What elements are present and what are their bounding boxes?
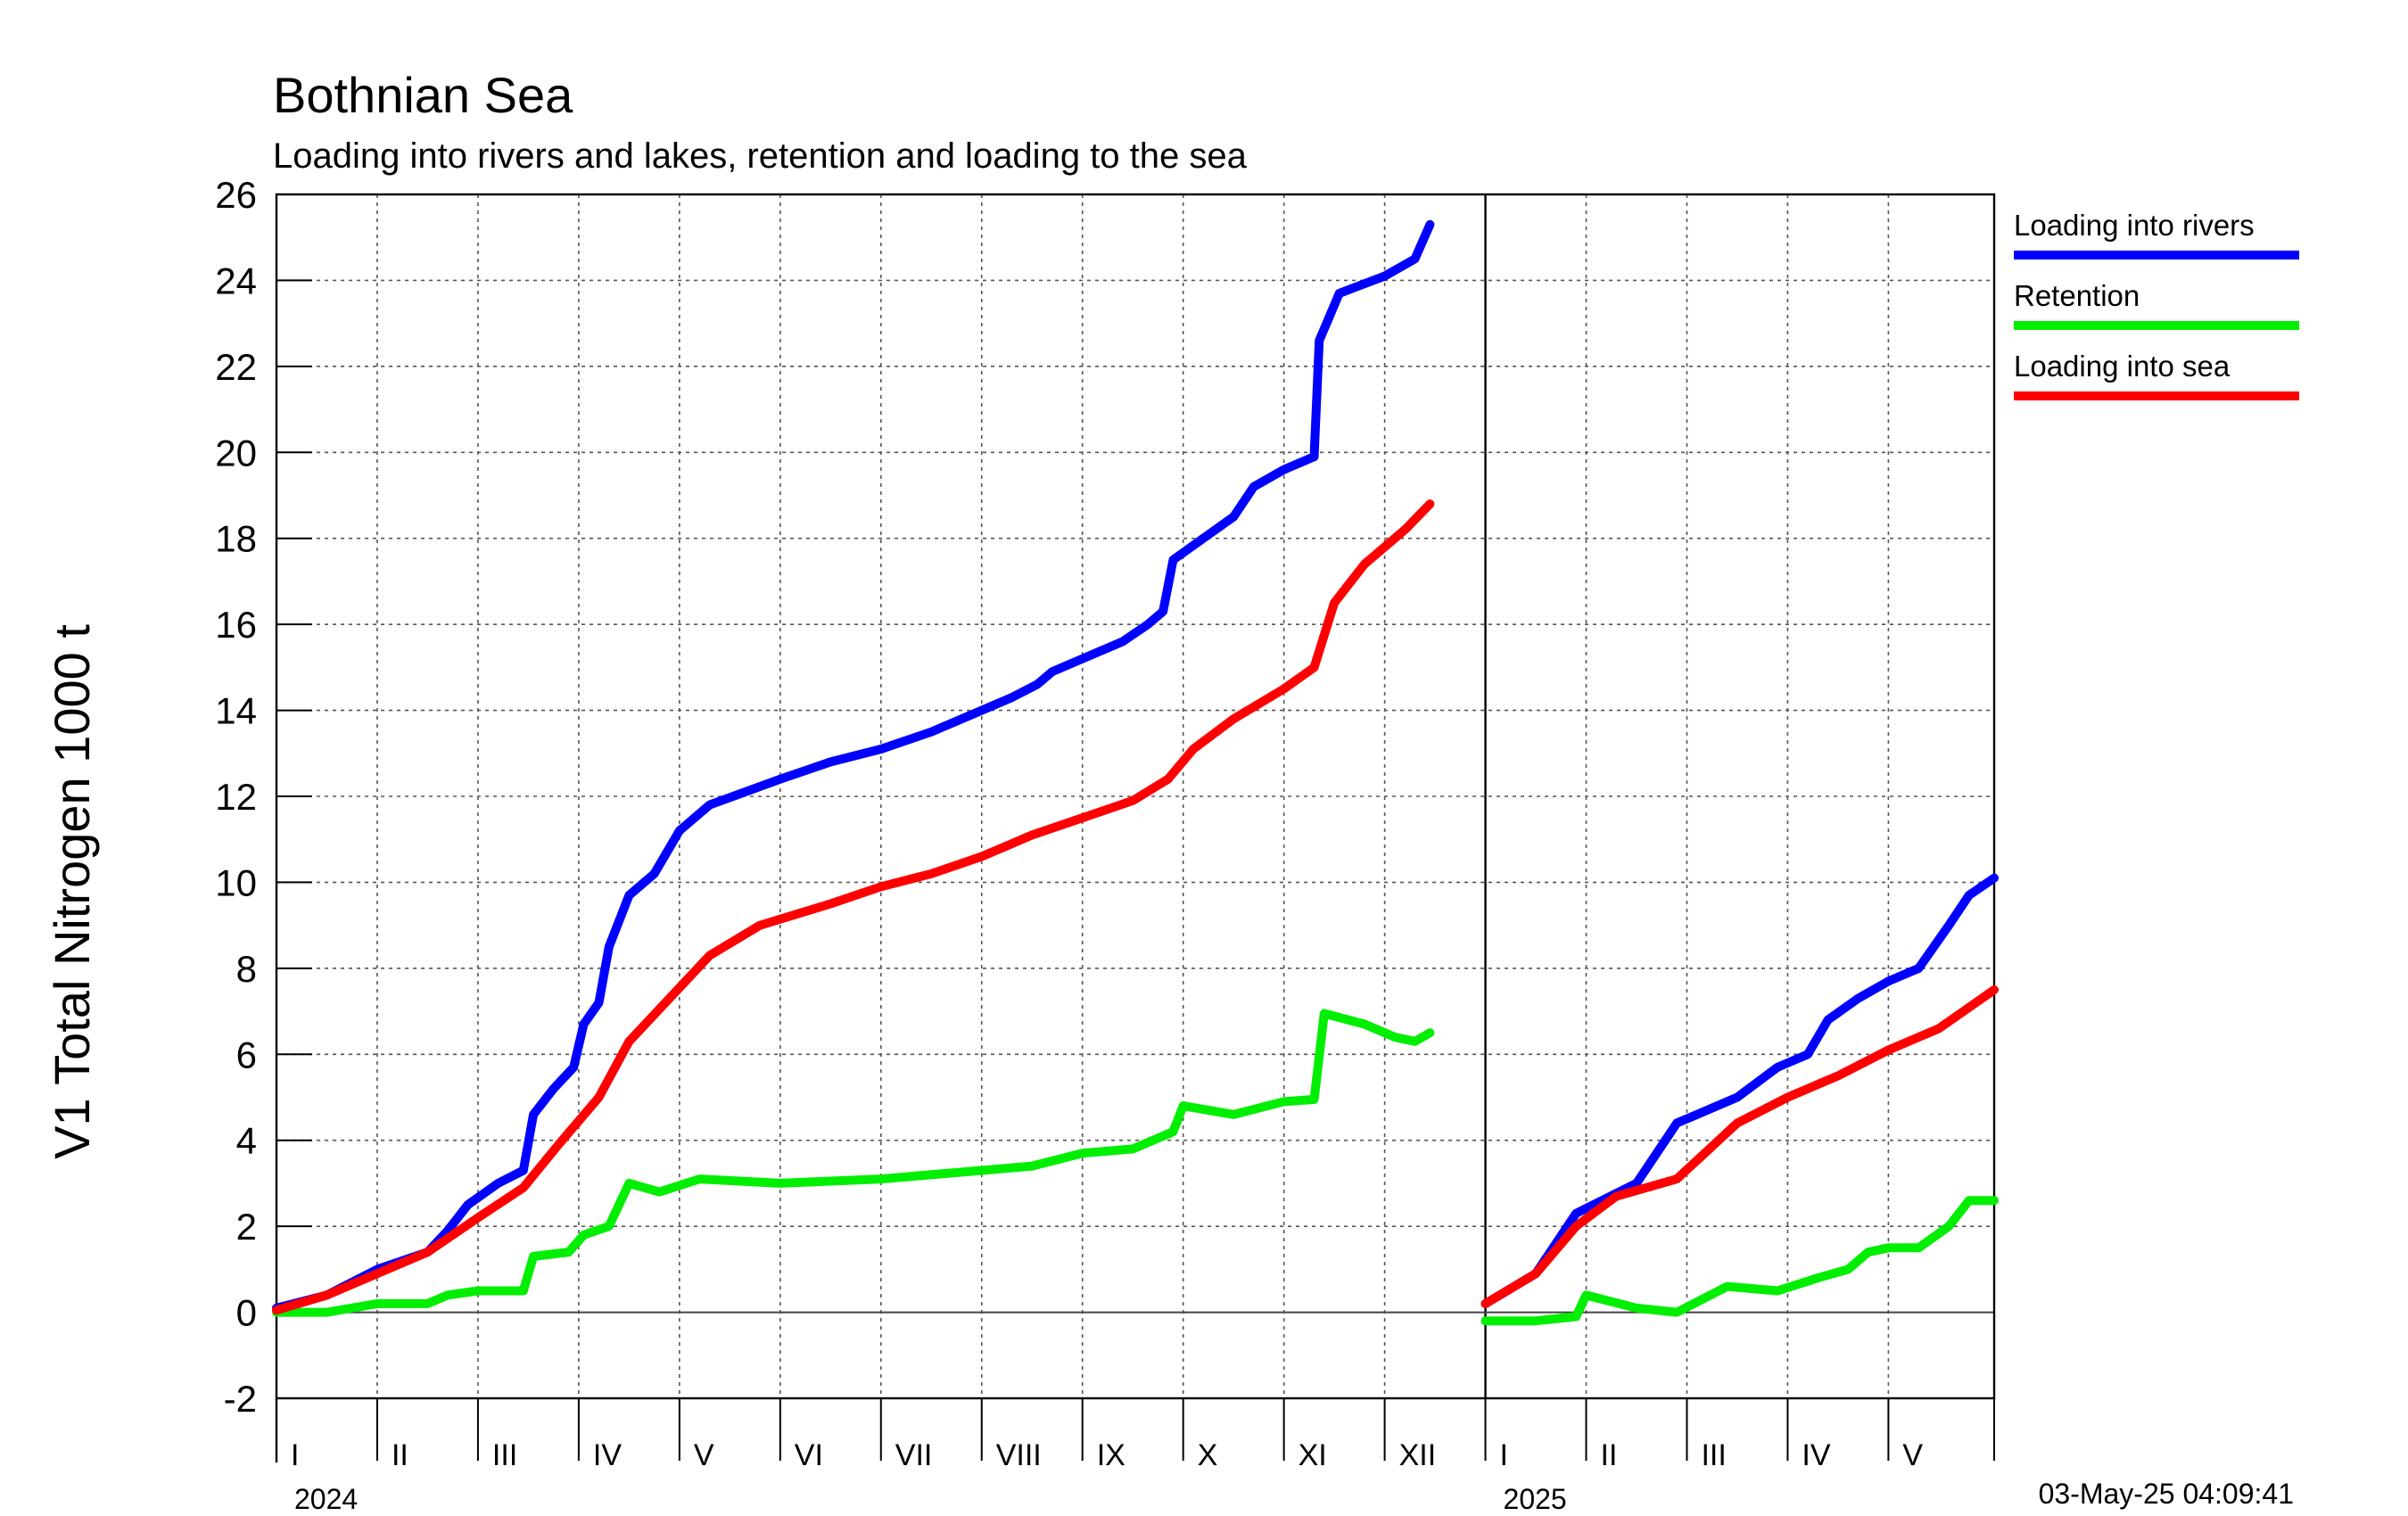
month-label: I	[1500, 1438, 1508, 1472]
month-label: XI	[1299, 1438, 1327, 1472]
y-axis-label: V1 Total Nitrogen 1000 t	[44, 624, 100, 1159]
y-tick-label: 6	[236, 1034, 257, 1075]
month-label: I	[291, 1438, 299, 1472]
month-label: VII	[895, 1438, 933, 1472]
month-label: III	[1701, 1438, 1726, 1472]
y-tick-label: 18	[215, 518, 257, 560]
y-tick-label: 16	[215, 604, 257, 646]
y-tick-label: 10	[215, 861, 257, 903]
month-label: VI	[795, 1438, 823, 1472]
axes	[275, 193, 1996, 1462]
month-label: II	[1601, 1438, 1618, 1472]
y-tick-label: 22	[215, 346, 257, 388]
series-line-2	[272, 1009, 1435, 1317]
y-tick-label: 4	[236, 1120, 257, 1162]
month-label: XII	[1399, 1438, 1437, 1472]
series	[272, 219, 1999, 1326]
month-label: II	[392, 1438, 408, 1472]
series-line-3	[272, 499, 1435, 1315]
month-label: V	[1902, 1438, 1923, 1472]
y-tick-label: 26	[215, 174, 257, 216]
y-tick-label: 14	[215, 690, 257, 732]
plot-frame	[275, 193, 1996, 1400]
y-tick-label: 24	[215, 260, 257, 301]
month-label: III	[492, 1438, 517, 1472]
month-label: IV	[1802, 1438, 1830, 1472]
series-line-3	[1480, 985, 1999, 1308]
legend-label-1: Loading into rivers	[2014, 209, 2255, 242]
legend-label-3: Loading into sea	[2014, 350, 2231, 383]
series-line-1	[1480, 873, 1999, 1308]
y-tick-label: 0	[236, 1292, 257, 1334]
month-label: VIII	[996, 1438, 1042, 1472]
grid	[276, 194, 1994, 1399]
chart-subtitle: Loading into rivers and lakes, retention…	[273, 136, 1248, 176]
series-line-1	[272, 219, 1435, 1313]
legend-label-2: Retention	[2014, 279, 2140, 312]
y-tick-label: 20	[215, 432, 257, 474]
legend: Loading into rivers Retention Loading into…	[2014, 209, 2299, 400]
month-label: V	[694, 1438, 714, 1472]
y-tick-label: 2	[236, 1206, 257, 1248]
month-label: X	[1198, 1438, 1218, 1472]
y-tick-label: 8	[236, 948, 257, 990]
year-label: 2025	[1504, 1483, 1567, 1515]
y-tick-label: -2	[224, 1378, 257, 1420]
chart-title: Bothnian Sea	[273, 67, 573, 123]
month-label: IV	[593, 1438, 622, 1472]
series-line-2	[1480, 1196, 1999, 1326]
month-label: IX	[1097, 1438, 1126, 1472]
year-label: 2024	[294, 1483, 358, 1515]
y-tick-label: 12	[215, 776, 257, 818]
timestamp: 03-May-25 04:09:41	[2039, 1478, 2294, 1510]
